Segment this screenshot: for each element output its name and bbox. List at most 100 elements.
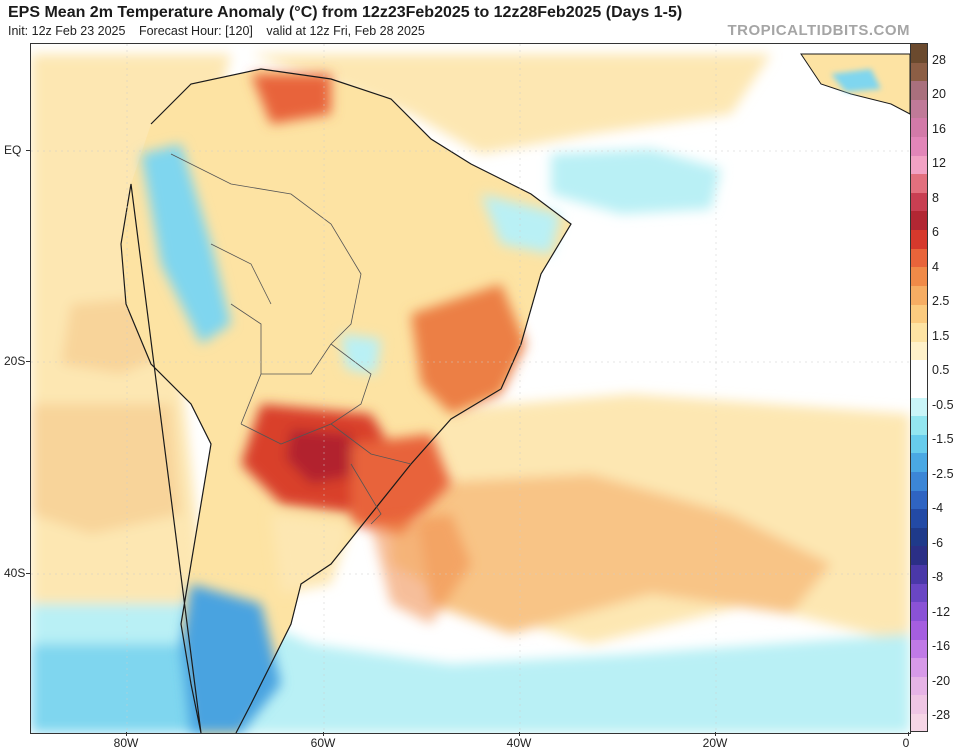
lon-tick-20w: [715, 732, 716, 736]
lat-label-40s: 40S: [4, 566, 26, 580]
lat-label-20s: 20S: [4, 354, 26, 368]
lat-tick-40s: [26, 573, 31, 574]
lon-label-60w: 60W: [310, 736, 336, 750]
color-scale-swatch: [911, 676, 927, 696]
color-scale-swatch: [911, 323, 927, 342]
lat-label-eq: EQ: [4, 143, 22, 157]
africa-landmass: [800, 53, 910, 115]
color-scale-swatch: [911, 304, 927, 324]
color-scale-swatch: [911, 211, 927, 231]
continent-anomaly-shading: [121, 69, 571, 733]
color-scale-label: 2.5: [932, 294, 950, 309]
offshore-warm-tongue: [371, 514, 471, 624]
color-scale-swatch: [911, 285, 927, 305]
color-scale-swatch: [911, 639, 927, 659]
color-scale-swatch: [911, 248, 927, 268]
color-scale-swatch: [911, 397, 927, 417]
color-scale-label: -0.5: [932, 397, 954, 412]
lon-tick-60w: [323, 732, 324, 736]
color-scale-swatch: [911, 565, 927, 584]
lon-label-20w: 20W: [702, 736, 728, 750]
color-scale-label: -28: [932, 708, 951, 722]
northeast-brazil-cool: [481, 194, 561, 254]
map-canvas: [31, 44, 910, 733]
color-scale-swatch: [911, 99, 927, 119]
site-watermark: TROPICALTIDBITS.COM: [727, 22, 910, 39]
color-scale-swatch: [911, 472, 927, 491]
color-scale-label: -20: [932, 673, 951, 688]
south-america-coastline: [120, 68, 572, 733]
color-scale-swatch: [911, 62, 927, 82]
color-scale-swatch: [911, 509, 927, 528]
lon-label-40w: 40W: [506, 736, 532, 750]
central-extreme-core: [286, 429, 361, 484]
color-scale-swatch: [911, 192, 927, 212]
brazil-interior-cool: [341, 334, 381, 374]
color-scale-swatch: [911, 155, 927, 175]
color-scale-label: -2.5: [932, 466, 954, 481]
south-atlantic-orange-field: [411, 474, 831, 634]
color-scale-swatch: [911, 44, 927, 63]
color-scale-label: 20: [932, 87, 946, 102]
color-scale-swatch: [911, 658, 927, 677]
color-scale-label: 28: [932, 53, 946, 67]
color-scale-swatch: [911, 434, 927, 454]
color-scale-swatch: [911, 118, 927, 138]
color-scale-swatch: [911, 602, 927, 621]
country-borders: [170, 153, 412, 525]
color-scale-label: -1.5: [932, 432, 954, 447]
color-scale-swatch: [911, 527, 927, 547]
color-scale-swatch: [911, 267, 927, 286]
color-scale-label: 6: [932, 225, 939, 240]
andes-cool-strip: [141, 144, 231, 344]
southern-brazil-warm: [351, 434, 451, 534]
color-scale-swatch: [911, 416, 927, 435]
map-subtitle: Init: 12z Feb 23 2025 Forecast Hour: [12…: [8, 24, 435, 38]
valid-time: valid at 12z Fri, Feb 28 2025: [266, 24, 425, 38]
init-time: Init: 12z Feb 23 2025: [8, 24, 126, 38]
color-scale-swatch: [911, 174, 927, 193]
color-scale-swatch: [911, 713, 927, 731]
north-atlantic-warm-field: [251, 54, 771, 154]
color-scale-swatch: [911, 453, 927, 473]
lat-tick-eq: [26, 150, 31, 151]
forecast-hour: Forecast Hour: [120]: [138, 24, 253, 38]
color-scale-swatch: [911, 360, 927, 379]
color-scale-label: 12: [932, 156, 946, 171]
venezuela-warm: [251, 74, 331, 124]
color-scale-bar: [910, 43, 928, 732]
lon-label-0: 0: [902, 736, 910, 750]
color-scale-label: -8: [932, 570, 944, 585]
color-scale-label: -6: [932, 535, 944, 550]
color-scale-label: -16: [932, 639, 951, 654]
color-scale-swatch: [911, 81, 927, 100]
color-scale-label: 8: [932, 190, 939, 205]
color-scale-swatch: [911, 620, 927, 640]
color-scale-label: 0.5: [932, 363, 950, 378]
lon-tick-80w: [126, 732, 127, 736]
color-scale-swatch: [911, 583, 927, 603]
color-scale-swatch: [911, 341, 927, 361]
color-scale-label: -4: [932, 501, 944, 516]
color-scale-swatch: [911, 695, 927, 714]
anomaly-map: [30, 43, 911, 734]
lon-tick-0: [908, 732, 909, 736]
lat-tick-20s: [26, 361, 31, 362]
graticule: [31, 44, 910, 733]
color-scale-label: 4: [932, 259, 939, 274]
color-scale-label: -12: [932, 604, 951, 619]
color-scale-label: 16: [932, 121, 946, 136]
map-title: EPS Mean 2m Temperature Anomaly (°C) fro…: [8, 4, 683, 21]
color-scale-swatch: [911, 490, 927, 510]
atlantic-cool-patch: [551, 149, 721, 214]
lon-tick-40w: [519, 732, 520, 736]
color-scale-label: 1.5: [932, 328, 950, 343]
patagonia-cool: [181, 584, 281, 733]
pacific-orange-band-south: [31, 404, 181, 534]
brazil-east-warm: [411, 284, 526, 414]
south-america-landmass: [121, 69, 571, 733]
lon-label-80w: 80W: [113, 736, 139, 750]
color-scale-swatch: [911, 546, 927, 566]
color-scale-swatch: [911, 137, 927, 156]
coastlines: [120, 68, 572, 733]
